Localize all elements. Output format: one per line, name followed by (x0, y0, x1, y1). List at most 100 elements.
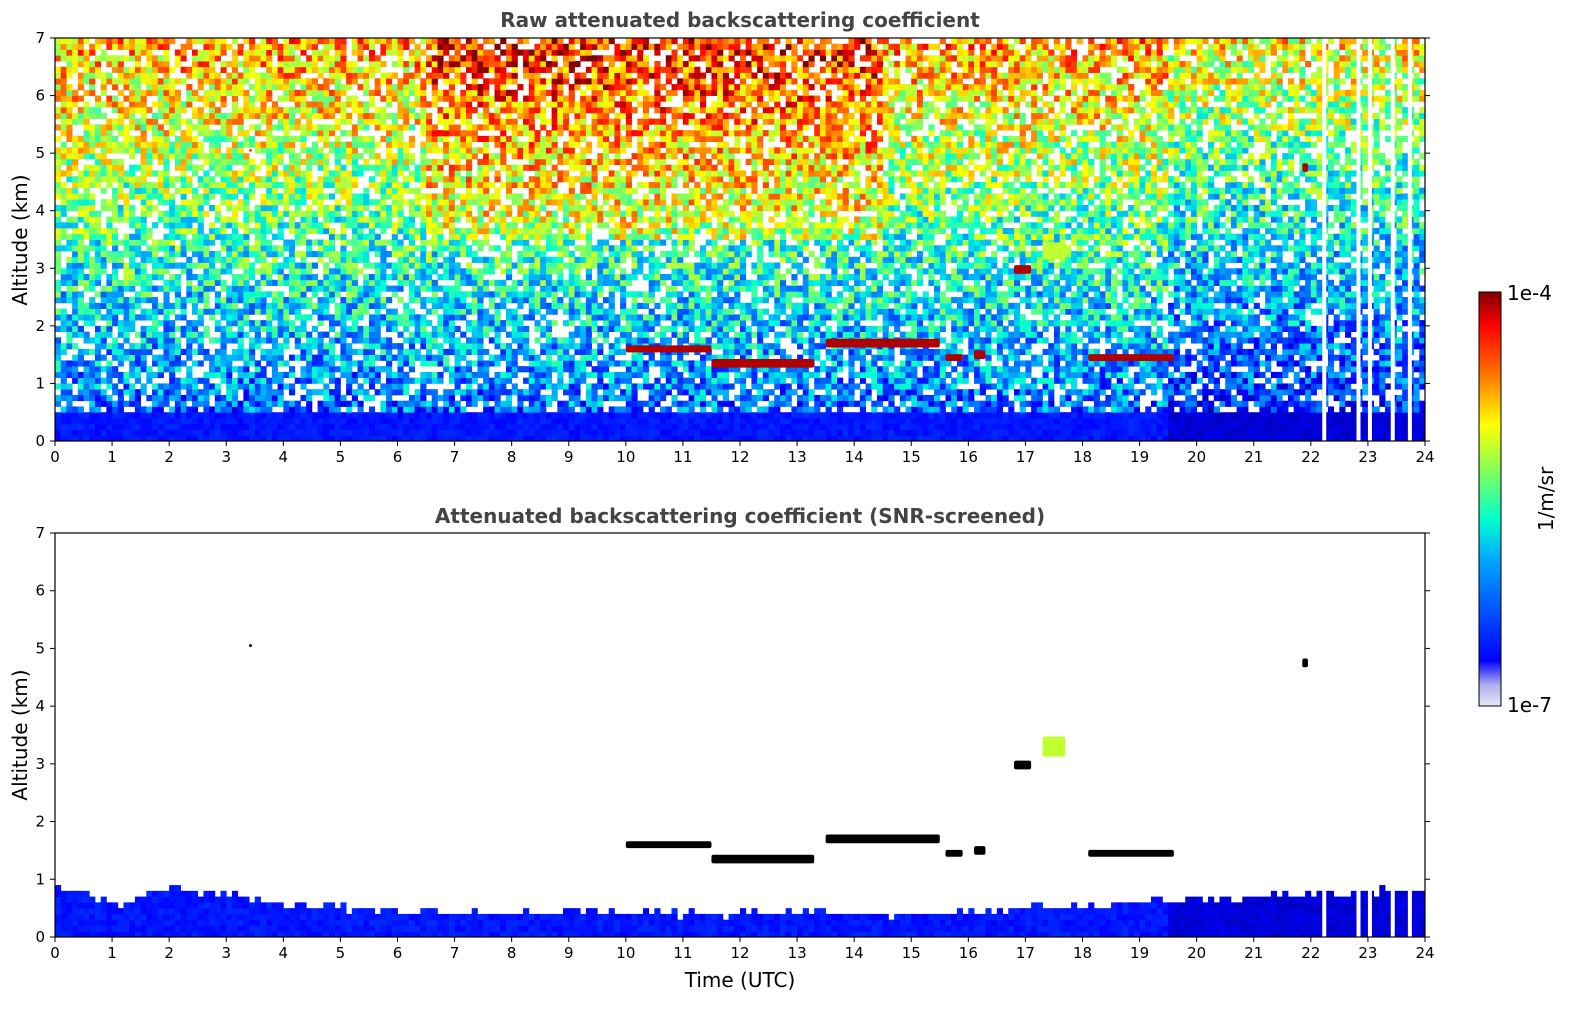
heatmap-cell (311, 61, 318, 68)
heatmap-cell (357, 49, 364, 56)
heatmap-cell (106, 348, 113, 356)
heatmap-cell (557, 435, 564, 442)
heatmap-cell (466, 193, 473, 200)
heatmap-cell (414, 268, 421, 275)
heatmap-cell (420, 158, 427, 166)
heatmap-cell (391, 354, 398, 361)
heatmap-cell (283, 383, 290, 390)
heatmap-cell (311, 112, 318, 119)
heatmap-cell (89, 285, 96, 292)
heatmap-cell (283, 429, 290, 436)
heatmap-cell (243, 383, 250, 390)
heatmap-cell (386, 371, 393, 379)
heatmap-cell (186, 176, 193, 183)
heatmap-cell (112, 101, 119, 108)
heatmap-cell (443, 302, 450, 309)
heatmap-cell (351, 251, 358, 258)
heatmap-cell (540, 187, 547, 194)
heatmap-cell (317, 417, 324, 425)
heatmap-cell (197, 400, 204, 407)
heatmap-cell (294, 429, 301, 436)
heatmap-cell (408, 222, 416, 229)
heatmap-cell (528, 354, 535, 361)
heatmap-cell (466, 245, 473, 252)
heatmap-cell (129, 66, 136, 73)
heatmap-cell (100, 72, 107, 79)
heatmap-cell (437, 55, 444, 62)
heatmap-cell (60, 222, 67, 229)
heatmap-cell (346, 348, 353, 356)
heatmap-cell (260, 130, 267, 137)
heatmap-cell (209, 43, 216, 50)
heatmap-cell (386, 72, 393, 79)
heatmap-cell (94, 256, 102, 263)
heatmap-cell (386, 210, 393, 217)
heatmap-cell (163, 302, 170, 309)
heatmap-cell (163, 320, 170, 327)
heatmap-cell (174, 164, 181, 171)
heatmap-cell (454, 337, 461, 344)
heatmap-cell (157, 389, 164, 396)
heatmap-cell (380, 61, 387, 68)
heatmap-cell (386, 406, 393, 413)
heatmap-cell (174, 158, 181, 166)
heatmap-cell (203, 49, 210, 56)
heatmap-cell (163, 38, 170, 45)
heatmap-cell (471, 43, 478, 50)
heatmap-cell (294, 78, 301, 85)
heatmap-cell (403, 233, 410, 240)
heatmap-cell (500, 216, 507, 223)
heatmap-cell (540, 199, 547, 206)
heatmap-cell (397, 343, 404, 350)
heatmap-cell (420, 107, 427, 114)
heatmap-cell (420, 394, 427, 402)
heatmap-cell (226, 72, 233, 79)
heatmap-cell (557, 423, 564, 430)
heatmap-cell (197, 262, 204, 269)
heatmap-cell (403, 337, 410, 344)
heatmap-cell (517, 130, 524, 137)
heatmap-cell (329, 107, 336, 114)
heatmap-cell (534, 279, 541, 286)
heatmap-cell (380, 245, 387, 252)
heatmap-cell (306, 406, 313, 413)
heatmap-cell (431, 262, 438, 269)
heatmap-cell (483, 435, 490, 442)
heatmap-cell (163, 412, 170, 419)
heatmap-cell (271, 66, 279, 73)
heatmap-cell (203, 176, 210, 183)
heatmap-cell (437, 170, 444, 177)
heatmap-cell (534, 187, 541, 194)
heatmap-cell (346, 274, 353, 281)
heatmap-cell (471, 222, 478, 229)
heatmap-cell (483, 320, 490, 327)
heatmap-cell (72, 135, 79, 143)
heatmap-cell (386, 429, 393, 436)
heatmap-cell (346, 176, 353, 183)
heatmap-cell (443, 360, 450, 367)
heatmap-cell (112, 423, 119, 430)
heatmap-cell (260, 279, 267, 286)
heatmap-cell (363, 101, 370, 108)
heatmap-cell (408, 124, 416, 131)
heatmap-cell (192, 187, 199, 194)
heatmap-cell (391, 38, 398, 45)
heatmap-cell (528, 423, 535, 430)
heatmap-cell (306, 43, 313, 50)
heatmap-cell (294, 66, 301, 73)
heatmap-cell (511, 95, 518, 102)
heatmap-cell (277, 320, 284, 327)
heatmap-cell (466, 101, 473, 108)
heatmap-cell (169, 256, 176, 263)
heatmap-cell (186, 101, 193, 108)
heatmap-cell (197, 239, 204, 246)
heatmap-cell (60, 204, 67, 212)
heatmap-cell (483, 187, 490, 194)
heatmap-cell (60, 406, 67, 413)
heatmap-cell (511, 147, 518, 154)
heatmap-cell (283, 95, 290, 102)
heatmap-cell (266, 38, 273, 45)
heatmap-cell (494, 107, 501, 114)
heatmap-cell (146, 49, 153, 56)
heatmap-cell (134, 43, 142, 50)
